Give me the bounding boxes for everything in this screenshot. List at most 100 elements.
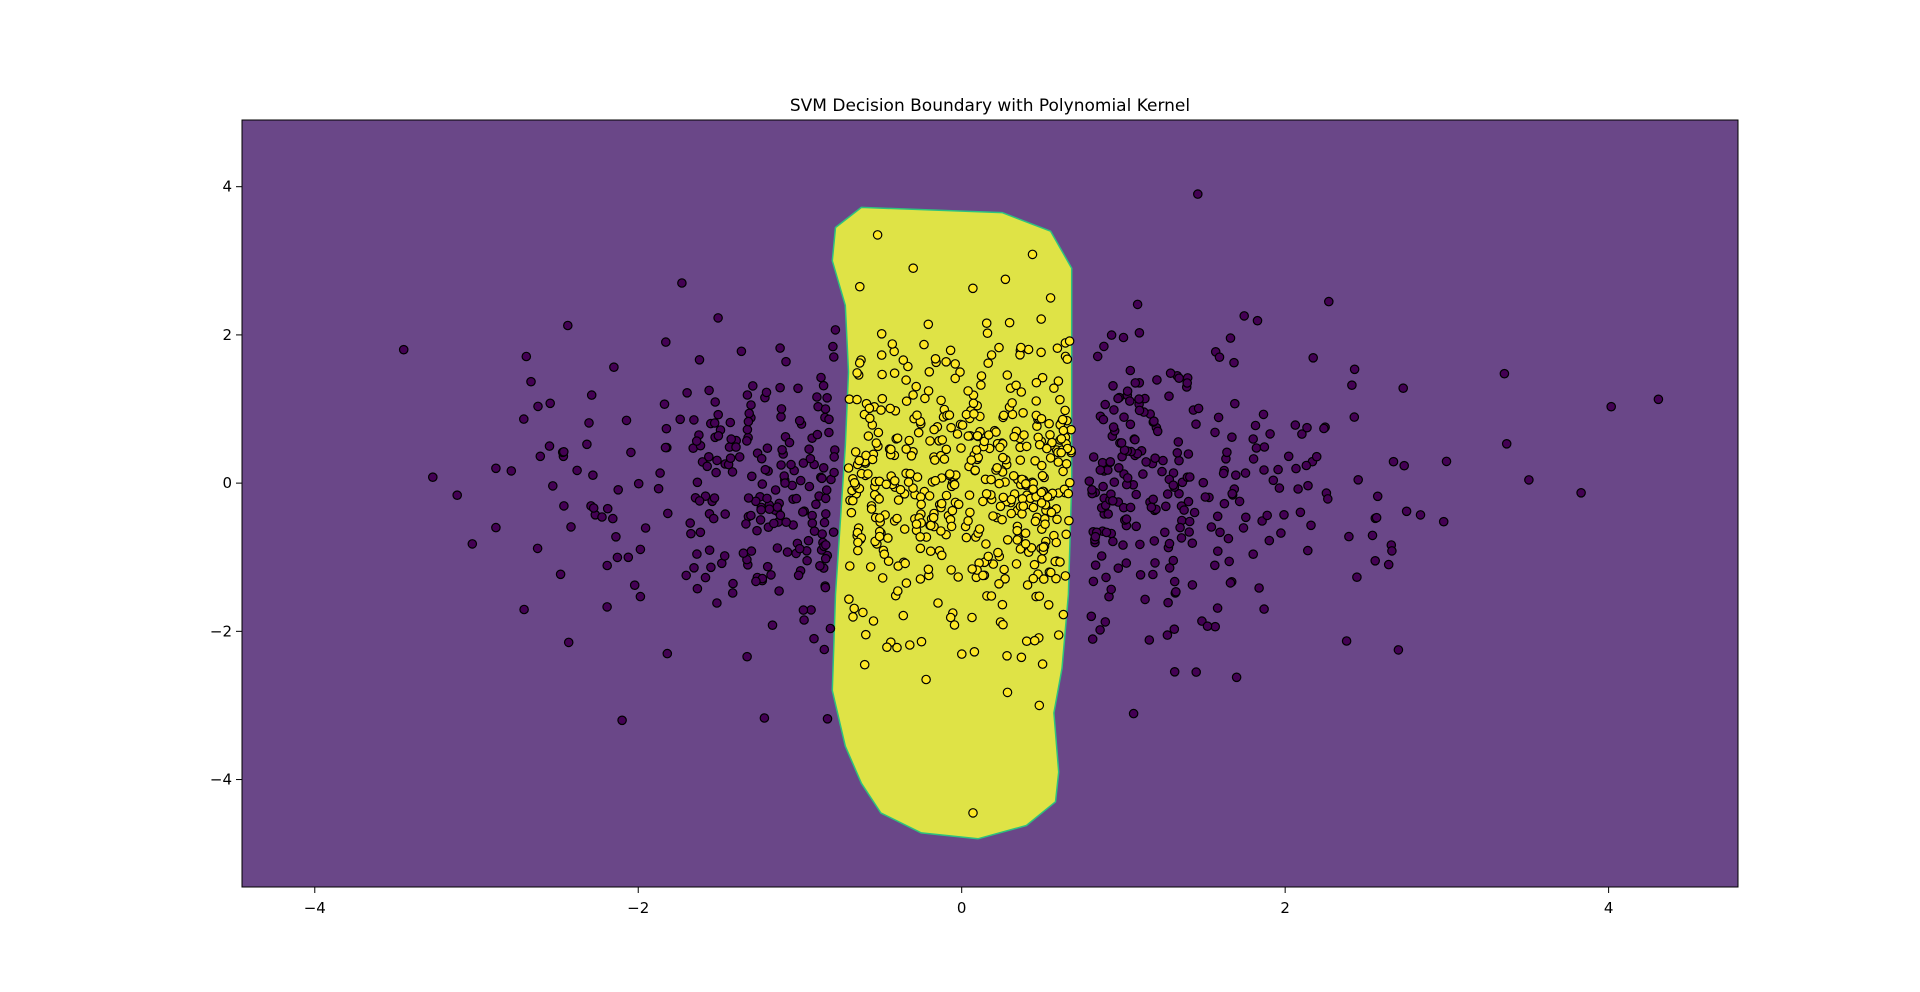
- class-0-point: [1306, 520, 1316, 531]
- class-0-point: [629, 580, 640, 590]
- class-1-point: [873, 427, 884, 438]
- class-0-point: [829, 452, 839, 462]
- class-1-point: [915, 543, 926, 554]
- class-1-point: [1039, 574, 1049, 584]
- class-0-point: [602, 503, 613, 514]
- class-0-point: [1160, 527, 1170, 538]
- class-0-point: [1198, 477, 1209, 488]
- class-1-point: [1060, 405, 1070, 416]
- class-0-point: [1179, 505, 1189, 515]
- class-1-point: [1043, 599, 1054, 610]
- class-0-point: [776, 460, 786, 470]
- class-1-point: [865, 562, 876, 572]
- class-0-point: [1347, 380, 1357, 390]
- class-0-point: [1100, 617, 1111, 627]
- class-0-point: [711, 467, 721, 478]
- class-0-point: [1158, 455, 1168, 466]
- class-1-point: [946, 565, 956, 575]
- class-0-point: [1653, 394, 1664, 405]
- class-0-point: [1191, 419, 1201, 429]
- class-0-point: [742, 651, 752, 662]
- class-1-point: [1037, 372, 1048, 383]
- class-1-point: [981, 539, 991, 549]
- class-0-point: [738, 548, 749, 558]
- class-0-point: [1109, 405, 1119, 415]
- class-0-point: [1259, 604, 1269, 614]
- class-0-point: [692, 583, 703, 594]
- class-1-point: [1029, 559, 1040, 570]
- class-0-point: [1258, 409, 1269, 420]
- class-0-point: [742, 390, 753, 400]
- class-0-point: [1169, 576, 1180, 587]
- class-0-point: [1259, 442, 1270, 452]
- class-0-point: [1225, 333, 1236, 343]
- class-0-point: [1108, 495, 1118, 506]
- class-0-point: [617, 715, 627, 726]
- class-1-point: [1016, 342, 1026, 353]
- class-0-point: [713, 409, 723, 420]
- class-0-point: [1218, 468, 1229, 479]
- class-0-point: [1173, 437, 1184, 447]
- class-0-point: [709, 493, 720, 503]
- class-0-point: [786, 459, 796, 470]
- class-1-point: [1006, 508, 1017, 519]
- class-0-point: [1132, 299, 1143, 310]
- class-1-point: [863, 469, 873, 479]
- class-1-point: [1020, 538, 1031, 549]
- class-0-point: [586, 390, 597, 400]
- class-1-point: [1046, 567, 1056, 578]
- class-0-point: [1134, 327, 1145, 338]
- class-0-point: [1184, 516, 1195, 527]
- class-1-point: [854, 358, 865, 368]
- x-tick-label: 4: [1604, 899, 1614, 917]
- class-0-point: [1088, 576, 1099, 587]
- class-1-point: [893, 495, 904, 505]
- class-0-point: [762, 443, 773, 453]
- class-0-point: [825, 623, 836, 634]
- class-0-point: [746, 471, 757, 482]
- class-0-point: [467, 539, 478, 549]
- class-0-point: [710, 397, 720, 407]
- class-1-point: [916, 636, 927, 647]
- x-axis: −4 −2 0 2 4: [304, 887, 1614, 917]
- class-1-point: [998, 619, 1008, 630]
- class-0-point: [572, 465, 582, 476]
- class-1-point: [920, 393, 930, 404]
- class-1-point: [866, 504, 877, 514]
- class-0-point: [660, 442, 671, 453]
- class-1-point: [904, 640, 915, 650]
- class-0-point: [1131, 521, 1141, 532]
- class-0-point: [706, 562, 716, 573]
- class-1-point: [874, 494, 884, 504]
- class-0-point: [793, 383, 803, 394]
- class-1-point: [1052, 343, 1063, 353]
- class-0-point: [1175, 522, 1185, 533]
- class-0-point: [756, 504, 766, 515]
- class-1-point: [1018, 501, 1029, 511]
- class-0-point: [1087, 484, 1097, 495]
- class-0-point: [746, 510, 756, 521]
- class-1-point: [994, 578, 1004, 589]
- class-0-point: [822, 392, 832, 403]
- class-1-point: [950, 373, 960, 384]
- class-0-point: [612, 552, 623, 563]
- class-0-point: [1224, 556, 1234, 567]
- class-1-point: [883, 556, 894, 566]
- class-0-point: [1182, 378, 1192, 388]
- class-0-point: [1164, 538, 1175, 549]
- class-1-point: [986, 591, 997, 601]
- class-1-point: [924, 491, 935, 501]
- class-0-point: [1349, 364, 1360, 375]
- class-1-point: [906, 450, 917, 461]
- class-1-point: [995, 501, 1006, 512]
- class-1-point: [1018, 407, 1028, 418]
- class-0-point: [712, 455, 722, 466]
- class-1-point: [1015, 455, 1026, 465]
- class-1-point: [993, 547, 1003, 558]
- class-1-point: [1022, 580, 1033, 590]
- class-0-point: [1213, 546, 1223, 556]
- class-0-point: [1174, 455, 1184, 466]
- class-1-point: [1009, 431, 1019, 442]
- class-0-point: [720, 509, 730, 519]
